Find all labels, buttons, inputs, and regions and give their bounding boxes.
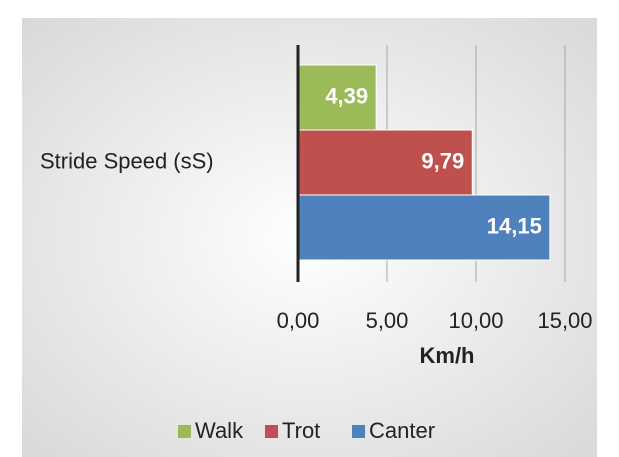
x-axis-title: Km/h <box>420 343 475 368</box>
x-tick-label: 5,00 <box>366 308 409 333</box>
bar <box>297 129 473 196</box>
x-tick-label: 15,00 <box>537 308 592 333</box>
legend-swatch <box>265 425 278 438</box>
legend-label: Trot <box>282 418 320 443</box>
data-label: 9,79 <box>421 148 464 173</box>
bar <box>297 194 551 261</box>
legend-label: Walk <box>195 418 244 443</box>
data-label: 14,15 <box>487 213 542 238</box>
legend-swatch <box>178 425 191 438</box>
x-tick-label: 0,00 <box>277 308 320 333</box>
x-tick-label: 10,00 <box>448 308 503 333</box>
legend-label: Canter <box>369 418 435 443</box>
legend-swatch <box>352 425 365 438</box>
y-tick-label: Stride Speed (sS) <box>40 148 214 173</box>
data-label: 4,39 <box>325 83 368 108</box>
